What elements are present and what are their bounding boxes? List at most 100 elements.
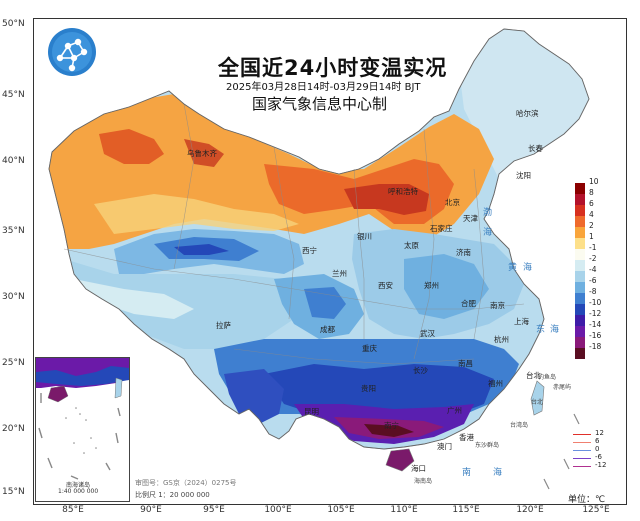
city-label: 武汉: [420, 329, 435, 338]
legend-swatch: [575, 260, 585, 271]
south-china-sea-inset: 南海诸岛 1:40 000 000: [35, 357, 130, 502]
city-label: 福州: [488, 379, 503, 388]
sea-label: 渤: [483, 208, 493, 218]
line-swatch: [573, 458, 591, 459]
legend-item: 2: [575, 221, 620, 238]
legend-swatch: [575, 315, 585, 326]
city-label: 贵阳: [361, 384, 376, 393]
city-label: 银川: [357, 232, 372, 241]
line-legend-label: 0: [595, 445, 600, 453]
line-legend-item: 12: [573, 429, 621, 438]
approval-number: 审图号：GS京（2024）0275号: [135, 479, 237, 487]
city-label: 成都: [320, 325, 335, 334]
legend-swatch: [575, 205, 585, 216]
city-label: 长春: [528, 144, 543, 153]
city-label: 海口: [411, 464, 426, 473]
city-label: 南京: [490, 301, 505, 310]
city-label: 哈尔滨: [516, 109, 539, 118]
legend-label: -6: [589, 276, 597, 285]
line-swatch: [573, 434, 591, 435]
legend-item: -18: [575, 342, 620, 359]
legend-swatch: [575, 337, 585, 348]
island-label: 东沙群岛: [475, 442, 500, 449]
legend-label: -8: [589, 287, 597, 296]
legend-swatch: [575, 348, 585, 359]
legend-label: 2: [589, 221, 594, 230]
lat-label-35: 35°N: [2, 226, 25, 236]
legend-item: -8: [575, 287, 620, 304]
city-label: 台北: [526, 371, 541, 380]
lat-label-20: 20°N: [2, 424, 25, 434]
city-label: 南昌: [458, 359, 473, 368]
island-label: 台湾岛: [510, 422, 529, 429]
sea-label: 南: [462, 468, 472, 478]
line-legend-item: -6: [573, 453, 621, 462]
line-legend-label: 6: [595, 437, 600, 445]
legend-swatch: [575, 194, 585, 205]
lon-label-120: 120°E: [516, 505, 544, 515]
legend-label: -16: [589, 331, 602, 340]
city-label: 上海: [514, 317, 529, 326]
city-label: 济南: [456, 248, 471, 257]
legend-swatch: [575, 282, 585, 293]
inset-title: 南海诸岛: [66, 482, 91, 489]
legend-item: 8: [575, 188, 620, 205]
lon-label-110: 110°E: [390, 505, 418, 515]
legend-label: -4: [589, 265, 597, 274]
lat-label-45: 45°N: [2, 90, 25, 100]
city-label: 太原: [404, 241, 419, 250]
island-label: 海南岛: [414, 478, 433, 485]
inset-map: [36, 358, 129, 480]
legend-item: -6: [575, 276, 620, 293]
temperature-map: [48, 28, 590, 490]
city-label: 长沙: [413, 366, 428, 375]
city-label: 昆明: [304, 407, 319, 416]
lon-label-115: 115°E: [452, 505, 480, 515]
legend-item: -4: [575, 265, 620, 282]
legend-item: -2: [575, 254, 620, 271]
legend-item: 10: [575, 177, 620, 194]
contour-line-legend: 12 6 0 -6 -12: [573, 429, 621, 470]
line-legend-item: -12: [573, 461, 621, 470]
city-label: 兰州: [332, 269, 347, 278]
map-title: 全国近24小时变温实况: [218, 56, 448, 80]
city-label: 南宁: [384, 421, 399, 430]
legend-label: 1: [589, 232, 594, 241]
lon-label-95: 95°E: [203, 505, 225, 515]
inset-scale: 1:40 000 000: [58, 488, 99, 495]
cma-logo-icon: [48, 28, 96, 76]
legend-label: -18: [589, 342, 602, 351]
legend-label: 4: [589, 210, 594, 219]
line-legend-label: -12: [595, 461, 607, 469]
island-label: 钓鱼岛: [538, 374, 557, 381]
map-scale: 比例尺 1：20 000 000: [135, 491, 210, 499]
agency-name: 国家气象信息中心制: [252, 95, 388, 113]
lat-label-15: 15°N: [2, 487, 25, 497]
line-legend-item: 6: [573, 437, 621, 446]
legend-item: 6: [575, 199, 620, 216]
legend-swatch: [575, 304, 585, 315]
legend-swatch: [575, 238, 585, 249]
city-label: 重庆: [362, 344, 377, 353]
city-label: 北京: [445, 198, 460, 207]
legend-label: -2: [589, 254, 597, 263]
city-label: 郑州: [424, 281, 439, 290]
sea-label: 海: [550, 325, 560, 335]
city-label: 石家庄: [430, 224, 453, 233]
lon-label-105: 105°E: [327, 505, 355, 515]
city-label: 西宁: [302, 246, 317, 255]
legend-label: -10: [589, 298, 602, 307]
legend-swatch: [575, 249, 585, 260]
legend-swatch: [575, 227, 585, 238]
line-swatch: [573, 442, 591, 443]
legend-swatch: [575, 271, 585, 282]
line-swatch: [573, 466, 591, 467]
city-label: 呼和浩特: [388, 187, 418, 196]
line-legend-item: 0: [573, 445, 621, 454]
legend-label: 10: [589, 177, 599, 186]
lon-label-100: 100°E: [264, 505, 292, 515]
city-label: 拉萨: [216, 321, 231, 330]
legend-item: -12: [575, 309, 620, 326]
legend-label: -1: [589, 243, 597, 252]
line-legend-label: -6: [595, 453, 602, 461]
